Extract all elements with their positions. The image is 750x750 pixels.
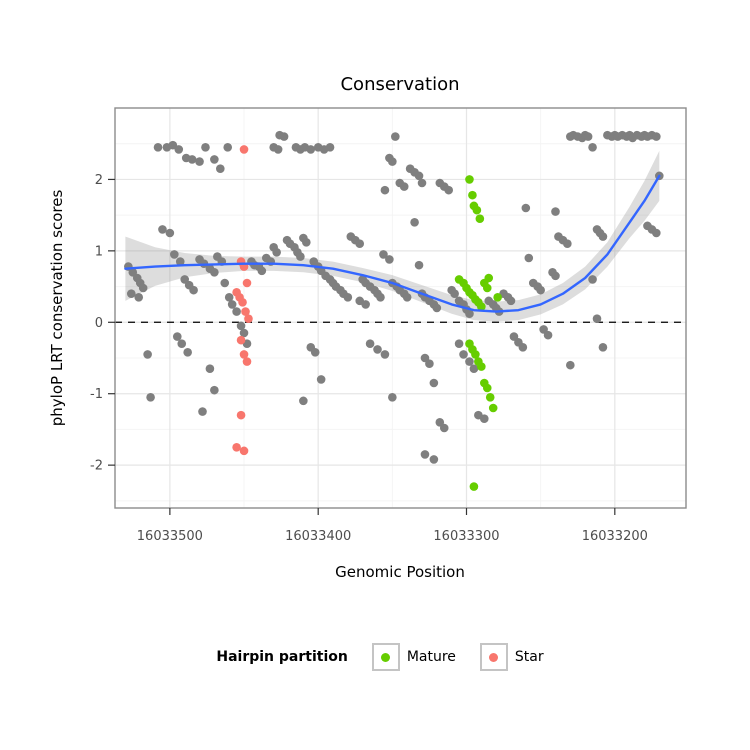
- svg-text:16033400: 16033400: [285, 529, 351, 544]
- legend-item-star: Star: [479, 643, 544, 671]
- legend-item-mature: Mature: [371, 643, 456, 671]
- conservation-scatter-chart: 16033500 16033400 16033300 16033200-2-1012 …: [48, 74, 687, 581]
- svg-text:-2: -2: [90, 459, 103, 474]
- panel-border: [114, 107, 687, 509]
- svg-text:16033200: 16033200: [582, 529, 648, 544]
- svg-text:0: 0: [95, 316, 103, 331]
- svg-text:16033500: 16033500: [137, 529, 203, 544]
- star-point-icon: [489, 652, 499, 662]
- chart-title: Conservation: [340, 74, 459, 95]
- smooth-trend-line: [124, 174, 661, 313]
- x-axis-title: Genomic Position: [335, 563, 465, 581]
- plot-panel: [115, 108, 686, 508]
- smooth-confidence-band: [125, 150, 660, 322]
- svg-text:-1: -1: [90, 387, 103, 402]
- scatter-points: [124, 130, 664, 491]
- legend: Hairpin partition Mature Star: [12, 643, 750, 671]
- legend-label-mature: Mature: [406, 649, 456, 665]
- legend-label-star: Star: [514, 649, 544, 665]
- legend-key-star: [479, 643, 508, 671]
- axis-tick-marks: [108, 178, 616, 515]
- legend-key-mature: [371, 643, 400, 671]
- svg-text:2: 2: [95, 173, 103, 188]
- legend-title: Hairpin partition: [216, 649, 348, 665]
- svg-text:1: 1: [95, 244, 103, 259]
- mature-point-icon: [381, 652, 391, 662]
- axis-tick-labels: 16033500 16033400 16033300 16033200 -2 -1 0 1 2: [90, 173, 648, 544]
- gridlines-minor: [115, 108, 686, 508]
- svg-text:16033300: 16033300: [433, 529, 499, 544]
- y-axis-title: phyloP LRT conservation scores: [48, 190, 66, 427]
